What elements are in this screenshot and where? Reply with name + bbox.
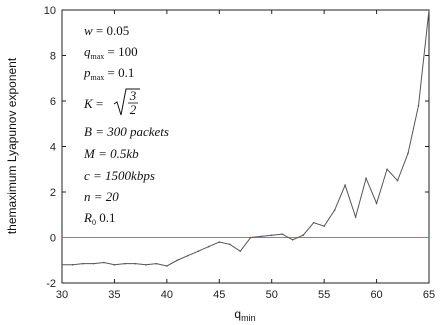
param-k-equals: = [93,96,104,111]
param-k-label: K = [83,96,103,111]
x-tick-label: 45 [213,289,225,301]
data-point [365,177,367,180]
data-point [291,238,294,241]
param-c: c = 1500kbps [84,168,155,183]
data-point [197,250,200,252]
data-point [176,259,179,262]
param-qmax-symbol: q [84,44,91,59]
data-point [333,209,336,211]
y-tick-label: 8 [50,51,56,63]
data-point [228,243,231,246]
param-pmax-symbol: p [83,65,91,80]
param-k-denominator: 2 [130,102,137,117]
y-tick-label: 10 [44,5,56,17]
data-point [155,262,158,265]
data-point [407,152,409,155]
param-qmax-sub: max [91,52,105,61]
data-point [354,216,357,218]
data-point [386,168,388,171]
param-r0-symbol: R [83,210,92,225]
param-w-symbol: w [84,23,93,38]
x-axis-title-sub: min [241,313,256,323]
data-point [312,221,315,224]
param-m: M = 0.5kb [83,146,139,161]
data-point [187,254,189,257]
y-axis-title: themaximum Lyapunov exponent [5,57,19,234]
data-point [428,9,430,11]
param-b: B = 300 packets [84,124,169,139]
x-tick-label: 35 [108,289,120,301]
param-k: K = 3 2 [83,88,140,117]
param-r0-sub: 0 [92,218,96,227]
data-point [249,236,252,239]
x-tick-label: 40 [161,289,173,301]
x-tick-label: 50 [266,289,278,301]
x-tick-label: 55 [318,289,330,301]
data-point [396,179,399,182]
y-tick-label: 4 [50,142,56,154]
data-point [71,264,74,266]
sqrt-icon [113,88,140,116]
param-qmax-value: = 100 [104,44,137,59]
param-pmax: pmax = 0.1 [83,65,134,82]
y-tick-label: -2 [46,278,56,290]
param-n: n = 20 [84,189,119,204]
x-axis-ticks: 30 35 40 45 50 55 60 65 [56,10,435,301]
data-point [103,261,105,264]
series-line [62,9,430,267]
param-w: w = 0.05 [84,23,129,38]
data-point [145,264,147,266]
param-r0-value: 0.1 [96,210,116,225]
data-point [61,264,63,266]
parameter-annotations: w = 0.05 qmax = 100 pmax = 0.1 K = 3 2 B… [83,23,169,227]
param-qmax: qmax = 100 [84,44,138,61]
data-point [375,202,378,205]
data-point [323,225,325,227]
series-layer [61,9,430,267]
data-point [218,241,221,243]
data-point [166,265,168,267]
data-point [260,235,263,238]
y-tick-label: 6 [50,96,56,108]
data-point [134,262,137,265]
data-point [113,264,116,266]
y-tick-label: 2 [50,187,56,199]
x-axis-title: qmin [234,307,255,323]
x-tick-label: 65 [423,289,435,301]
param-w-value: = 0.05 [93,23,130,38]
data-point [344,184,346,186]
data-point [302,234,304,237]
param-r0: R0 0.1 [83,210,115,227]
data-point [270,234,273,237]
param-k-numerator: 3 [129,88,137,103]
data-point [281,233,284,235]
y-tick-label: 0 [50,233,56,245]
data-point [82,262,84,265]
data-point [124,262,126,265]
data-point [239,250,242,252]
data-point [208,245,210,248]
x-tick-label: 60 [370,289,382,301]
x-tick-label: 30 [56,289,68,301]
param-pmax-value: = 0.1 [104,65,134,80]
x-axis-title-main: q [234,307,241,321]
data-point [417,104,420,107]
data-point [92,262,95,265]
param-pmax-sub: max [91,73,105,82]
param-k-symbol: K [83,96,94,111]
